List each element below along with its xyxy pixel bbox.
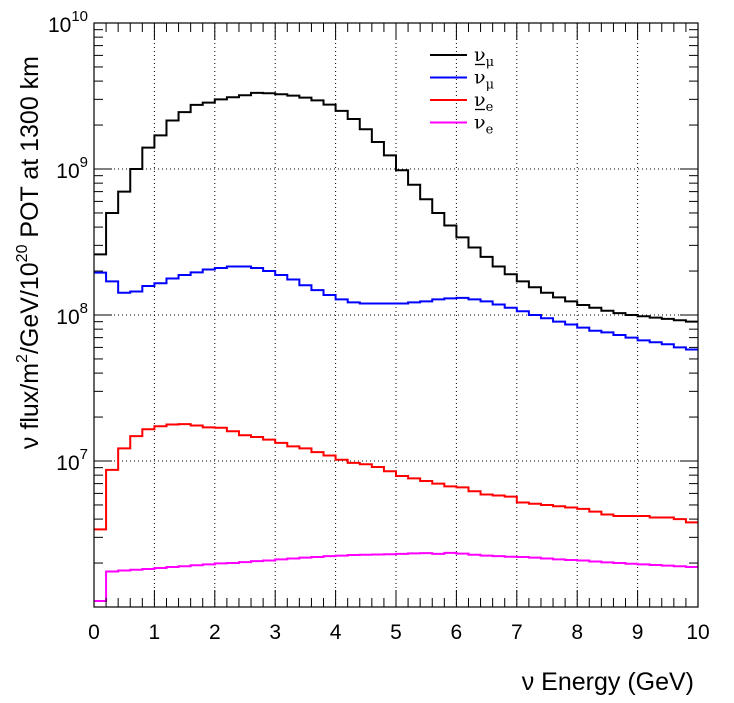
y-tick-label: 107 [56, 446, 88, 475]
series-2 [94, 423, 698, 531]
legend-item: νe [430, 108, 494, 138]
series-1 [94, 265, 698, 351]
y-tick-label: 109 [56, 154, 88, 183]
tick-labels: 0 1 2 3 4 5 6 7 8 9 10 107 108 109 1010 [48, 8, 710, 644]
series-0 [94, 91, 698, 323]
legend-item: νμ [430, 63, 494, 93]
legend-label: νμ [474, 44, 494, 70]
x-tick-label: 9 [632, 621, 644, 644]
x-tick-label: 1 [149, 621, 161, 644]
legend-label: νμ [474, 67, 494, 93]
series-line [94, 551, 698, 602]
x-tick-label: 5 [390, 621, 402, 644]
x-tick-label: 0 [88, 621, 100, 644]
x-tick-label: 7 [511, 621, 523, 644]
x-tick-label: 6 [451, 621, 463, 644]
x-axis-title: ν Energy (GeV) [522, 668, 694, 696]
series-line [94, 423, 698, 531]
grid-lines [94, 23, 698, 607]
x-tick-label: 2 [209, 621, 221, 644]
legend-label: νe [474, 112, 494, 138]
x-tick-label: 8 [571, 621, 583, 644]
x-tick-label: 4 [330, 621, 342, 644]
series-layer [94, 91, 698, 602]
y-axis-title: ν flux/m2/GeV/1020 POT at 1300 km [14, 56, 44, 449]
y-tick-label: 108 [56, 300, 88, 329]
x-tick-label: 10 [686, 621, 709, 644]
legend-item: νμ [430, 44, 494, 70]
series-line [94, 265, 698, 351]
series-line [94, 91, 698, 323]
x-tick-label: 3 [269, 621, 281, 644]
y-tick-label: 1010 [48, 8, 88, 37]
legend-item: νe [430, 89, 494, 115]
axis-ticks [93, 22, 699, 607]
legend-label: νe [474, 89, 494, 115]
series-3 [94, 551, 698, 602]
